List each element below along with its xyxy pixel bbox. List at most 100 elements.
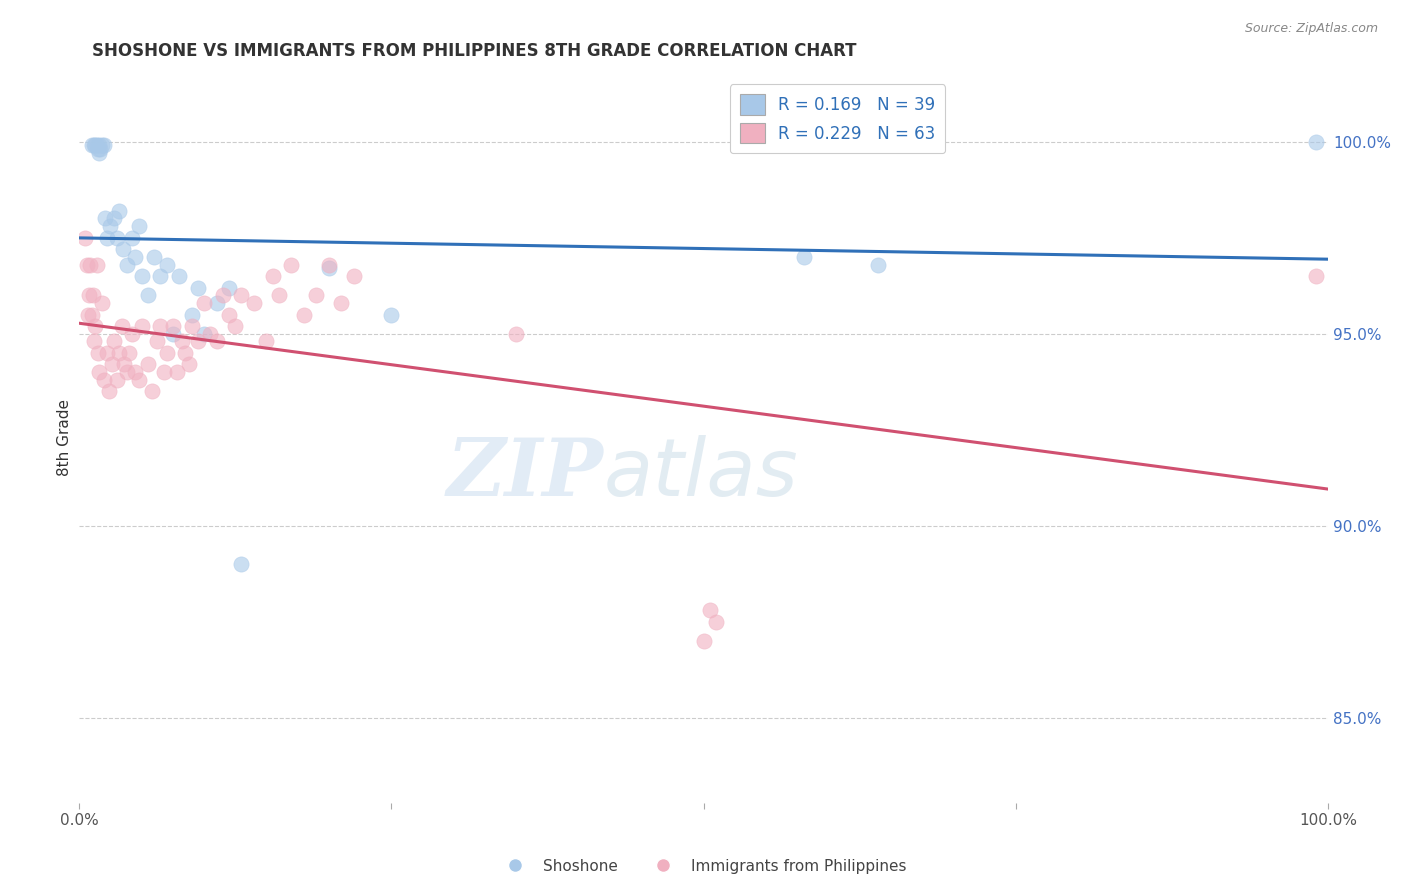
Point [167,269,190,284]
Point [84,138,107,153]
Point [110,319,132,334]
Point [218,280,240,294]
Point [87,365,110,379]
Point [318,261,340,276]
Text: SHOSHONE VS IMMIGRANTS FROM PHILIPPINES 8TH GRADE CORRELATION CHART: SHOSHONE VS IMMIGRANTS FROM PHILIPPINES … [91,42,856,60]
Point [94,211,117,226]
Point [231,288,253,302]
Point [205,296,228,310]
Point [292,308,315,322]
Point [145,334,167,349]
Point [87,138,110,153]
Point [180,308,202,322]
Point [704,615,727,629]
Point [231,558,253,572]
Point [108,203,131,218]
Point [155,258,177,272]
Text: atlas: atlas [603,435,799,513]
Point [96,230,118,244]
Point [692,634,714,648]
Point [90,296,112,310]
Point [90,138,112,153]
Point [166,365,188,379]
Point [136,288,159,302]
Point [80,138,103,153]
Point [262,269,284,284]
Point [305,288,328,302]
Point [267,288,290,302]
Legend: Shoshone, Immigrants from Philippines: Shoshone, Immigrants from Philippines [494,853,912,880]
Point [343,269,366,284]
Point [86,138,108,153]
Point [256,334,278,349]
Point [131,269,153,284]
Point [84,319,107,334]
Point [124,365,146,379]
Point [1305,135,1327,149]
Point [103,334,125,349]
Y-axis label: 8th Grade: 8th Grade [58,399,72,476]
Point [98,384,121,399]
Point [205,334,228,349]
Point [76,308,98,322]
Point [105,230,128,244]
Point [149,319,172,334]
Point [128,219,150,234]
Point [89,142,111,156]
Point [505,326,527,341]
Point [108,346,131,360]
Point [121,326,143,341]
Point [141,384,163,399]
Point [162,319,184,334]
Point [1305,269,1327,284]
Point [100,358,122,372]
Point [121,230,143,244]
Point [224,319,246,334]
Point [136,358,159,372]
Point [155,346,177,360]
Point [193,296,215,310]
Point [143,250,166,264]
Text: Source: ZipAtlas.com: Source: ZipAtlas.com [1244,22,1378,36]
Point [115,258,138,272]
Point [170,334,193,349]
Point [153,365,176,379]
Point [149,269,172,284]
Point [105,373,128,387]
Point [82,288,104,302]
Point [76,258,98,272]
Point [380,308,402,322]
Point [318,258,340,272]
Point [96,346,118,360]
Point [83,334,105,349]
Point [243,296,266,310]
Point [211,288,233,302]
Point [218,308,240,322]
Text: ZIP: ZIP [447,435,603,513]
Point [280,258,302,272]
Point [118,346,141,360]
Point [868,258,890,272]
Point [187,280,209,294]
Point [200,326,222,341]
Point [193,326,215,341]
Point [79,258,101,272]
Point [80,308,103,322]
Point [87,142,110,156]
Point [75,230,97,244]
Point [87,146,110,161]
Point [115,365,138,379]
Point [87,346,110,360]
Point [177,358,200,372]
Point [124,250,146,264]
Legend: R = 0.169   N = 39, R = 0.229   N = 63: R = 0.169 N = 39, R = 0.229 N = 63 [730,85,945,153]
Point [86,258,108,272]
Point [187,334,209,349]
Point [103,211,125,226]
Point [174,346,197,360]
Point [162,326,184,341]
Point [793,250,815,264]
Point [128,373,150,387]
Point [330,296,353,310]
Point [111,242,134,256]
